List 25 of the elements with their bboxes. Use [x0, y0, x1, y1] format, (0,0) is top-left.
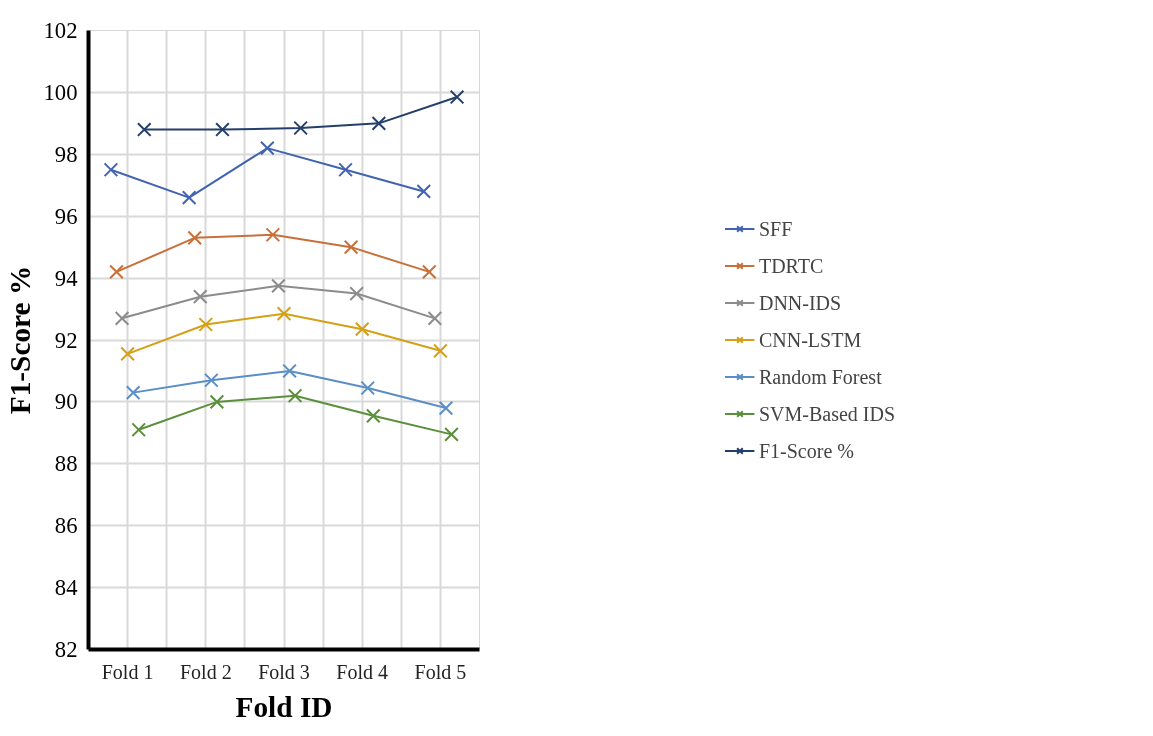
- x-axis-title: Fold ID: [235, 690, 333, 723]
- y-tick-label: 82: [54, 637, 78, 662]
- x-tick-label: Fold 1: [101, 660, 154, 683]
- legend-label: F1-Score %: [758, 439, 854, 462]
- legend-label: SVM-Based IDS: [758, 402, 896, 425]
- x-tick-label: Fold 5: [414, 660, 467, 683]
- legend-label: CNN-LSTM: [758, 328, 862, 351]
- legend-label: SFF: [758, 217, 793, 240]
- x-tick-label: Fold 2: [179, 660, 232, 683]
- x-tick-label: Fold 4: [336, 660, 389, 683]
- legend-label: TDRTC: [758, 254, 824, 277]
- y-tick-label: 102: [43, 18, 78, 43]
- y-tick-label: 92: [54, 327, 78, 353]
- y-tick-label: 94: [54, 265, 78, 291]
- y-tick-label: 98: [54, 141, 78, 167]
- legend-label: DNN-IDS: [758, 291, 842, 314]
- y-tick-label: 96: [54, 203, 78, 229]
- y-tick-label: 84: [54, 575, 78, 601]
- legend-label: Random Forest: [758, 365, 882, 388]
- y-tick-label: 88: [54, 451, 78, 477]
- y-axis-title: F1-Score %: [3, 265, 36, 415]
- y-tick-label: 86: [54, 513, 78, 539]
- y-tick-label: 90: [54, 389, 78, 415]
- y-tick-label: 100: [43, 79, 78, 105]
- x-tick-label: Fold 3: [258, 660, 310, 683]
